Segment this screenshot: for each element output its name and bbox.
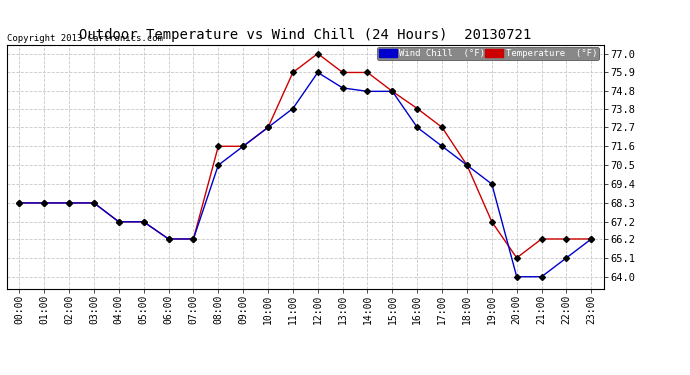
Legend: Wind Chill  (°F), Temperature  (°F): Wind Chill (°F), Temperature (°F)	[377, 47, 599, 60]
Text: Copyright 2013 Cartronics.com: Copyright 2013 Cartronics.com	[7, 34, 163, 43]
Title: Outdoor Temperature vs Wind Chill (24 Hours)  20130721: Outdoor Temperature vs Wind Chill (24 Ho…	[79, 28, 531, 42]
